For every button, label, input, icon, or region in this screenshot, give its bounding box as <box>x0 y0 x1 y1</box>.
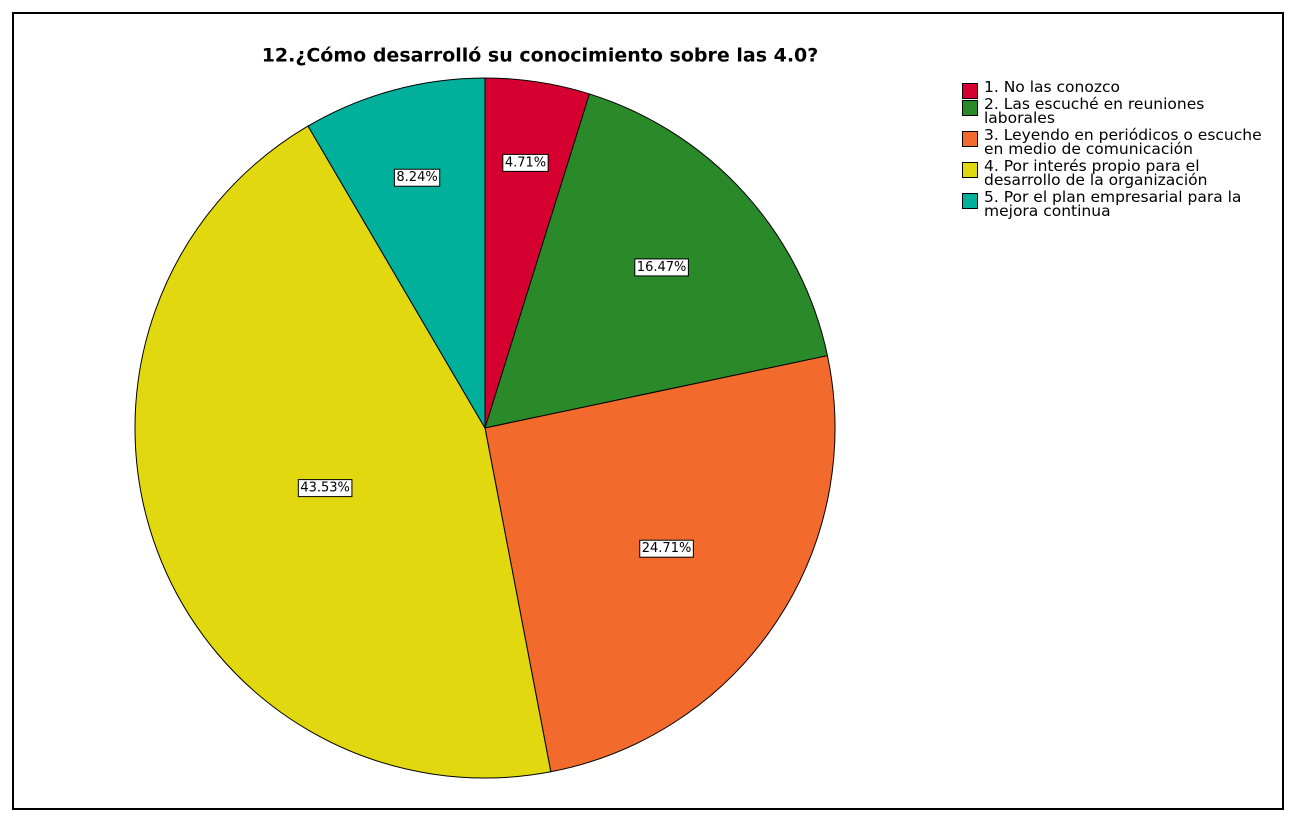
data-label-box <box>634 258 689 277</box>
legend-label: 5. Por el plan empresarial para la mejor… <box>984 188 1242 220</box>
legend-label: 2. Las escuché en reuniones laborales <box>984 95 1205 127</box>
legend-swatch <box>962 83 978 99</box>
chart-frame <box>12 12 1284 810</box>
data-label: 8.24% <box>393 168 441 187</box>
legend-swatch <box>962 100 978 116</box>
legend-swatch <box>962 162 978 178</box>
legend-label: 4. Por interés propio para el desarrollo… <box>984 157 1208 189</box>
data-label-box <box>639 539 694 558</box>
pie-slice <box>484 355 836 773</box>
legend-swatch <box>962 193 978 209</box>
data-label: 24.71% <box>639 539 694 558</box>
data-label: 16.47% <box>634 258 689 277</box>
data-label: 4.71% <box>502 153 549 172</box>
legend-item: 5. Por el plan empresarial para la mejor… <box>962 188 1274 220</box>
legend-label: 1. No las conozco <box>984 78 1120 96</box>
data-label-box <box>297 479 353 498</box>
legend-item: 1. No las conozco <box>962 78 1274 99</box>
data-label-box <box>393 168 441 187</box>
data-label-box <box>502 153 549 172</box>
legend-swatch <box>962 131 978 147</box>
data-label-text: 4.71% <box>505 155 546 170</box>
data-label-text: 43.53% <box>300 481 350 496</box>
chart-title: 12.¿Cómo desarrolló su conocimiento sobr… <box>262 45 819 67</box>
legend-item: 2. Las escuché en reuniones laborales <box>962 95 1274 127</box>
legend: 1. No las conozco 2. Las escuché en reuni… <box>962 78 1277 221</box>
data-label-text: 24.71% <box>642 541 692 556</box>
legend-label: 3. Leyendo en periódicos o escuche en me… <box>984 126 1262 158</box>
pie-slice <box>134 125 552 779</box>
legend-item: 3. Leyendo en periódicos o escuche en me… <box>962 126 1274 158</box>
pie-slice <box>307 77 486 430</box>
data-label: 43.53% <box>297 479 353 498</box>
data-label-text: 8.24% <box>396 170 437 185</box>
data-label-text: 16.47% <box>637 260 687 275</box>
legend-item: 4. Por interés propio para el desarrollo… <box>962 157 1274 189</box>
